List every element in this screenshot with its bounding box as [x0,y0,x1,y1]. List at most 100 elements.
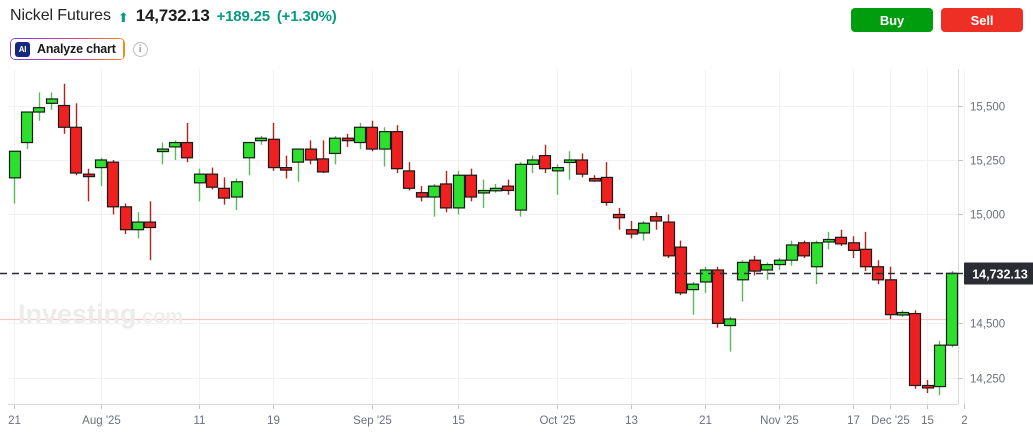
instrument-quote: Nickel Futures ⬆ 14,732.13 +189.25 (+1.3… [10,6,337,26]
candle-body [600,176,614,204]
candle-body [156,148,170,153]
candle-body [254,137,268,142]
chart-header: Nickel Futures ⬆ 14,732.13 +189.25 (+1.3… [0,0,1033,62]
candlestick [230,178,244,211]
candle-body [736,261,750,281]
candle-body [760,263,774,271]
candlestick [748,255,762,276]
candlestick [871,260,885,285]
price-change: +189.25 [216,7,270,25]
candlestick [699,266,713,293]
candlestick [304,140,318,165]
candle-body [94,159,108,169]
candlestick [119,203,133,235]
candlestick [785,240,799,266]
candlestick [193,168,207,202]
candlestick [723,316,737,352]
candlestick [945,271,959,348]
candlestick [625,220,639,239]
analyze-chart-label: Analyze chart [37,42,116,56]
candlestick [588,175,602,182]
candlestick [267,122,281,171]
candlestick [32,92,46,121]
candle-body [723,318,737,327]
buy-button[interactable]: Buy [851,8,933,32]
candle-body [82,173,96,178]
candlestick [477,179,491,208]
candlestick [600,162,614,206]
candlestick [711,266,725,328]
candle-body [378,131,392,150]
candle-body [847,242,861,251]
candlestick [390,125,404,174]
candle-body [612,213,626,219]
candle-body [477,189,491,194]
investing-watermark: Investing.com [18,299,183,329]
candlestick [427,183,441,217]
candle-body [168,141,182,148]
candlestick [908,310,922,389]
candlestick [674,240,688,296]
candle-body [69,126,83,174]
candlestick [452,170,466,215]
x-axis-label-9: Nov '25 [760,415,799,427]
candle-body [464,174,478,198]
candle-body [32,107,46,113]
trade-buttons: Buy Sell [851,8,1023,32]
info-icon[interactable]: i [132,41,148,57]
x-axis-label-3: 19 [267,415,280,427]
candlestick [45,92,59,110]
candlestick [106,159,120,215]
candle-body [205,173,219,188]
candle-body [242,141,256,159]
candlestick [439,170,453,213]
price-change-percent: (+1.30%) [276,7,337,25]
candlestick [760,262,774,280]
candle-body [526,159,540,165]
chart-canvas[interactable]: 21 Aug '25 11 19 Sep '25 15 Oct '25 13 21 Nov '25… [0,62,1033,440]
candle-body [143,221,157,229]
candlestick [563,151,577,180]
candle-body [896,311,910,316]
candle-body [353,126,367,144]
candle-body [810,242,824,268]
candle-body [106,161,120,208]
x-axis-label-10: 17 [847,415,860,427]
candlestick [921,380,935,394]
candle-body [933,344,947,388]
candlestick [834,229,848,247]
candle-body [699,269,713,283]
candlestick [538,144,552,174]
analyze-chart-button[interactable]: AI Analyze chart [10,38,125,60]
candle-body [834,236,848,245]
candle-body [304,148,318,161]
candlestick [57,83,71,134]
candlestick-chart[interactable]: 21 Aug '25 11 19 Sep '25 15 Oct '25 13 21 Nov '25… [0,62,1033,440]
candle-body [415,192,429,198]
up-triangle-icon: ⬆ [117,9,129,25]
sell-button[interactable]: Sell [941,8,1023,32]
candle-body [230,181,244,198]
candlestick [551,164,565,195]
candlestick [143,201,157,261]
x-axis-label-8: 21 [699,415,712,427]
candlestick [662,214,676,259]
candlestick [328,136,342,165]
candlestick [686,281,700,315]
x-axis-label-12: 15 [921,415,934,427]
candlestick [797,240,811,259]
candle-body [514,163,528,211]
last-price-badge-label: 14,732.13 [972,268,1028,282]
candle-body [748,259,762,272]
candlestick [847,236,861,259]
candle-body [785,244,799,261]
candle-body [328,137,342,155]
candle-body [773,259,787,266]
candle-body [316,158,330,173]
candlestick [254,136,268,145]
candlestick [353,122,367,150]
y-axis-label-3: 14,500 [970,319,1005,331]
candle-body [625,229,639,235]
candle-body [884,279,898,316]
candlestick [810,240,824,285]
